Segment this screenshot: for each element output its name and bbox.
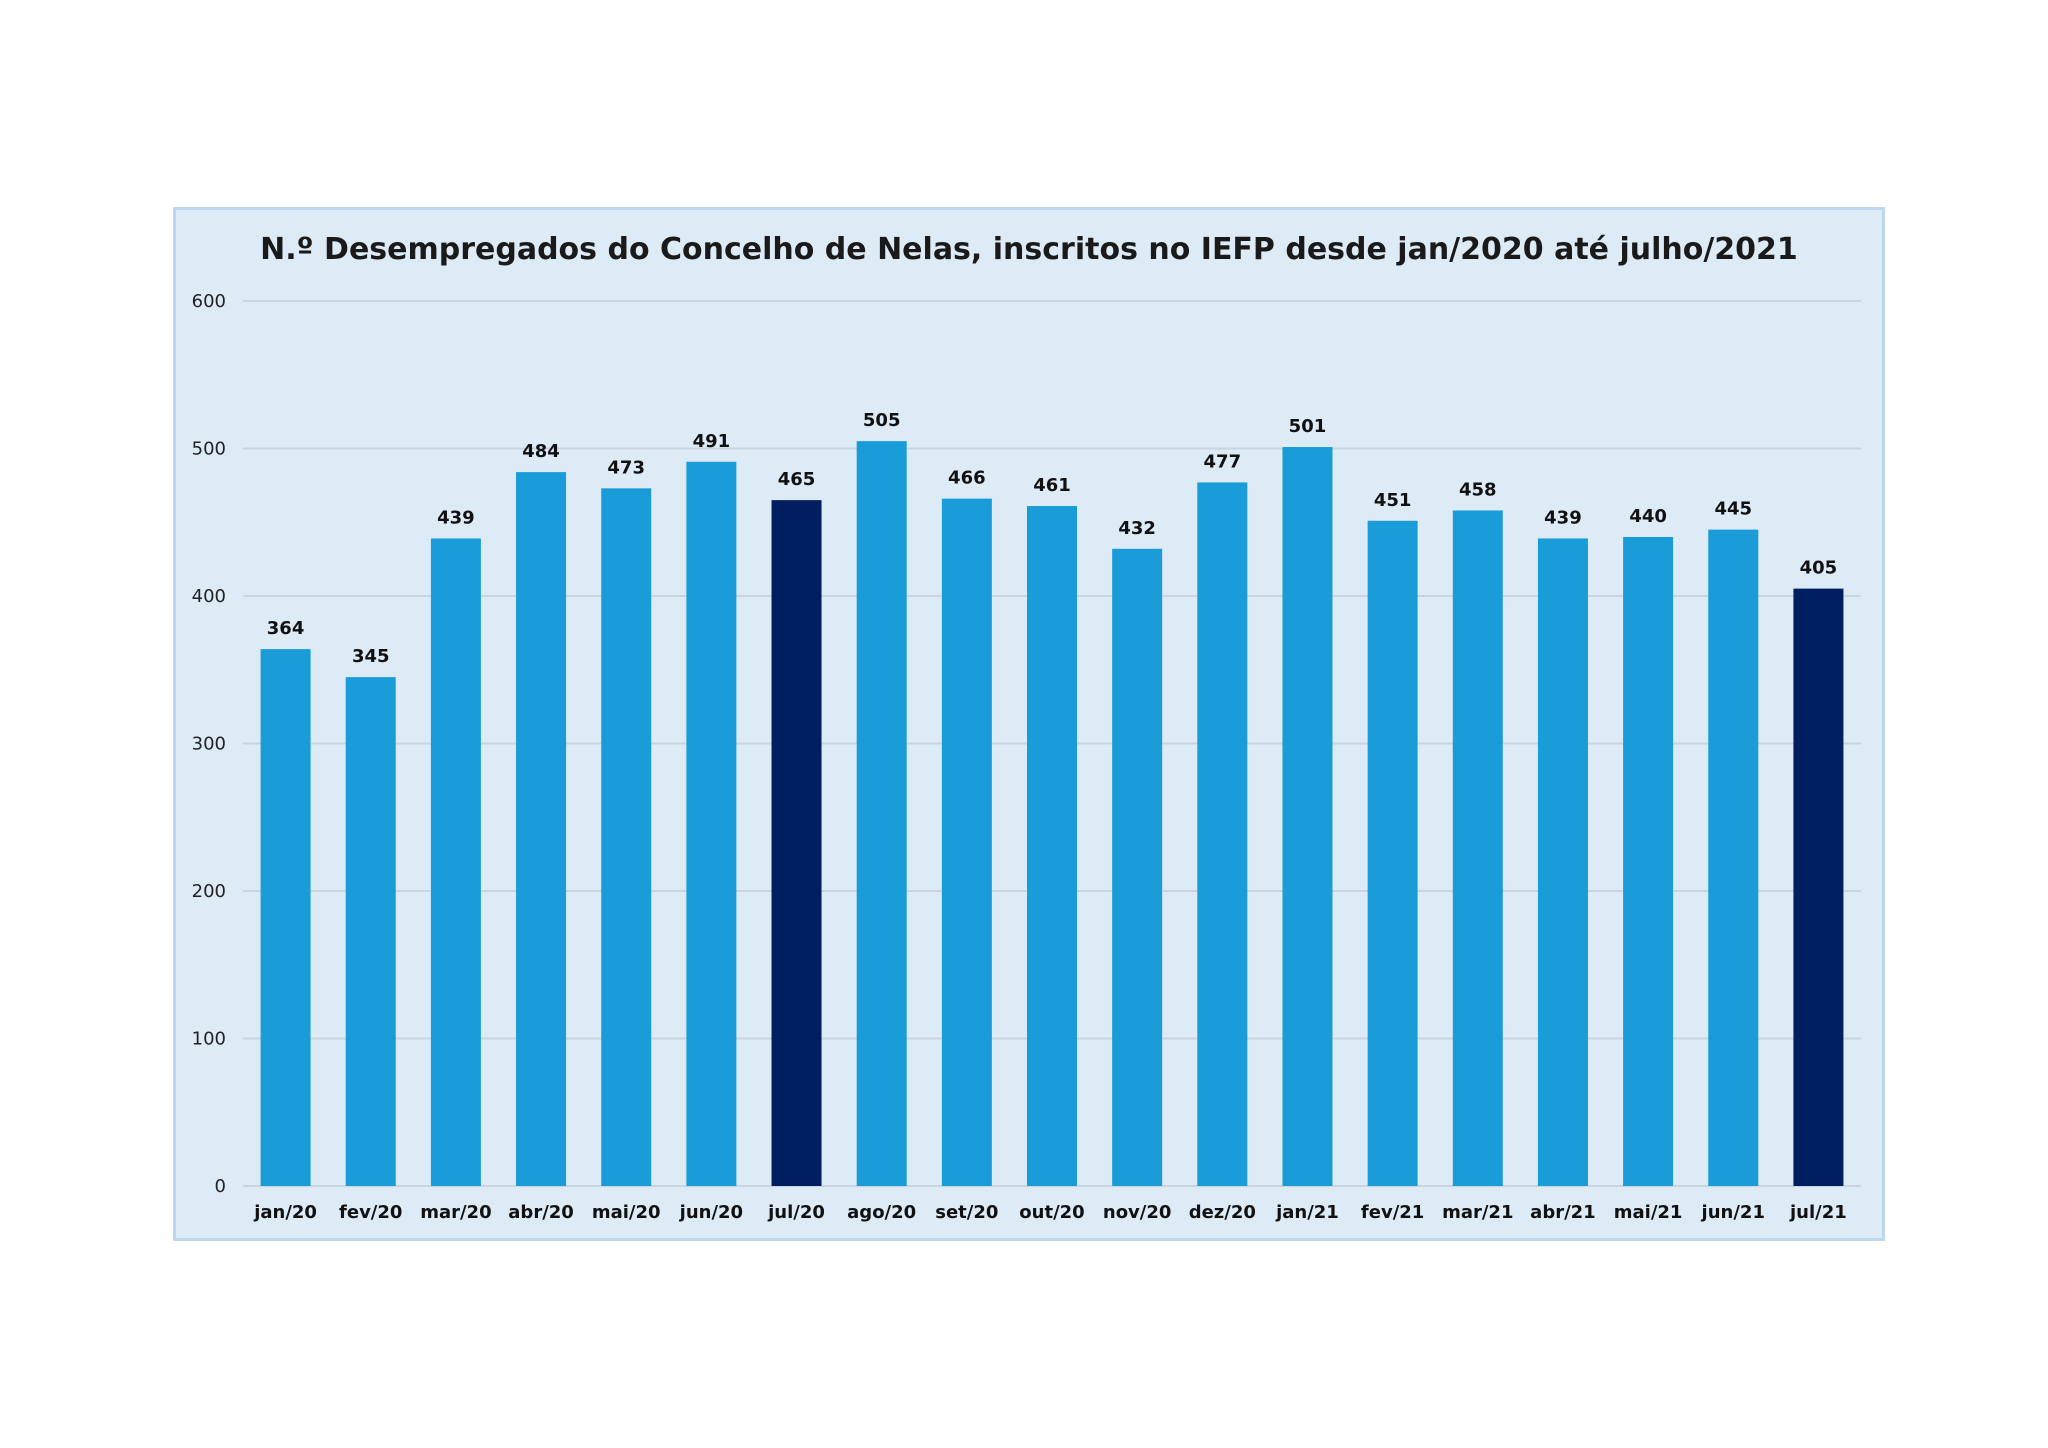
x-tick-label: jul/20 (767, 1202, 825, 1223)
x-tick-label: mai/20 (592, 1202, 661, 1223)
bar-jan-21 (1282, 447, 1333, 1186)
x-tick-label: mar/20 (420, 1202, 491, 1223)
data-label: 458 (1459, 479, 1497, 500)
bar-jun-20 (686, 461, 737, 1186)
bar-jan-20 (260, 649, 311, 1186)
data-label: 466 (948, 468, 986, 489)
data-label: 461 (1033, 475, 1071, 496)
bar-mai-20 (601, 488, 652, 1186)
data-label: 440 (1629, 506, 1667, 527)
x-tick-label: dez/20 (1189, 1202, 1256, 1223)
data-label: 477 (1204, 451, 1242, 472)
data-label: 491 (693, 431, 731, 452)
x-tick-label: jun/20 (679, 1202, 743, 1223)
data-label: 445 (1714, 499, 1752, 520)
bar-abr-21 (1537, 538, 1588, 1186)
x-tick-label: jun/21 (1701, 1202, 1765, 1223)
data-label: 345 (352, 646, 390, 667)
y-tick-label: 600 (192, 291, 226, 312)
chart-title: N.º Desempregados do Concelho de Nelas, … (260, 232, 1798, 267)
bar-set-20 (941, 498, 992, 1186)
x-tick-label: ago/20 (847, 1202, 916, 1223)
data-label: 501 (1289, 416, 1327, 437)
data-label: 505 (863, 410, 901, 431)
bar-jul-20 (771, 500, 822, 1186)
x-tick-label: mai/21 (1614, 1202, 1683, 1223)
x-tick-label: abr/20 (508, 1202, 574, 1223)
bar-out-20 (1027, 506, 1077, 1186)
bar-mar-20 (430, 538, 481, 1186)
bar-chart-plot: 0 100 200 300 400 500 600 364 jan/20 345 fev/20 439… (192, 291, 1861, 1223)
bar-ago-20 (856, 441, 907, 1186)
bar-nov-20 (1112, 548, 1163, 1186)
chart-area: N.º Desempregados do Concelho de Nelas, … (173, 207, 1885, 1241)
data-label: 473 (607, 457, 645, 478)
bar-mai-21 (1623, 537, 1674, 1186)
x-tick-label: out/20 (1019, 1202, 1084, 1223)
data-label: 484 (522, 441, 560, 462)
y-tick-label: 100 (192, 1029, 226, 1050)
data-label: 432 (1118, 518, 1156, 539)
data-label: 439 (437, 507, 475, 528)
bar-dez-20 (1197, 482, 1248, 1186)
bar-fev-21 (1367, 520, 1418, 1186)
y-tick-label: 500 (192, 439, 226, 460)
x-tick-label: fev/20 (339, 1202, 402, 1223)
x-tick-label: jul/21 (1789, 1202, 1847, 1223)
bar-fev-20 (345, 677, 396, 1186)
y-tick-label: 0 (215, 1176, 226, 1197)
data-label: 364 (267, 618, 305, 639)
x-tick-label: mar/21 (1442, 1202, 1513, 1223)
x-tick-label: set/20 (935, 1202, 998, 1223)
bar-abr-20 (516, 472, 567, 1187)
x-tick-label: jan/21 (1275, 1202, 1339, 1223)
bar-jun-21 (1708, 529, 1759, 1186)
y-tick-label: 300 (192, 734, 226, 755)
bar-mar-21 (1452, 510, 1503, 1186)
x-tick-label: jan/20 (253, 1202, 317, 1223)
y-tick-label: 400 (192, 586, 226, 607)
bar-jul-21 (1793, 588, 1844, 1186)
data-label: 465 (778, 469, 816, 490)
data-label: 439 (1544, 507, 1582, 528)
x-tick-label: abr/21 (1530, 1202, 1596, 1223)
x-tick-label: nov/20 (1103, 1202, 1172, 1223)
x-tick-label: fev/21 (1361, 1202, 1424, 1223)
y-tick-label: 200 (192, 881, 226, 902)
data-label: 405 (1800, 558, 1838, 579)
data-label: 451 (1374, 490, 1412, 511)
